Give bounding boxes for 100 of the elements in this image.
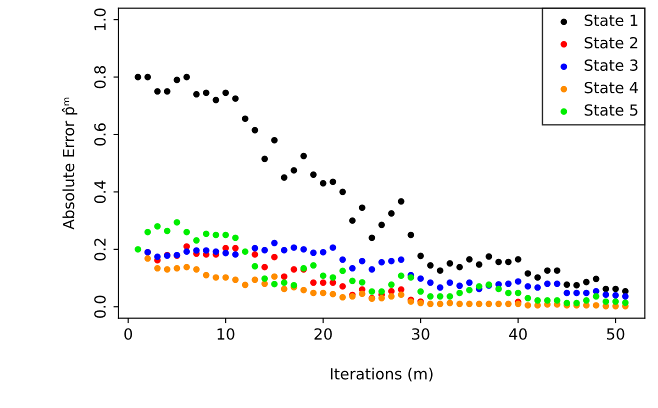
point — [300, 246, 307, 253]
point — [202, 247, 210, 254]
point — [476, 283, 482, 290]
point — [554, 267, 560, 274]
point — [339, 256, 346, 263]
point — [320, 279, 326, 286]
point — [622, 299, 629, 306]
point — [378, 288, 385, 295]
y-tick-label: 0.6 — [94, 123, 106, 146]
point — [486, 300, 492, 308]
y-tick-label: 0.8 — [94, 66, 106, 88]
point — [368, 234, 376, 242]
point — [271, 280, 278, 288]
point — [261, 156, 268, 162]
point — [271, 254, 278, 260]
y-axis-title: Absolute Error p̂ᵐ — [62, 98, 78, 230]
point — [456, 264, 463, 270]
point — [378, 294, 385, 302]
point — [144, 74, 151, 80]
point — [252, 251, 258, 258]
point — [505, 290, 512, 296]
point — [495, 286, 502, 292]
point — [212, 96, 220, 104]
point — [514, 290, 522, 296]
point — [339, 294, 346, 301]
point — [202, 230, 210, 238]
point — [544, 267, 551, 274]
point — [495, 300, 502, 308]
point — [193, 266, 200, 273]
point — [466, 256, 473, 263]
point — [534, 284, 541, 291]
point — [154, 254, 161, 260]
point — [280, 273, 288, 280]
point — [612, 292, 619, 299]
point — [573, 300, 580, 306]
point — [154, 88, 161, 95]
point — [134, 246, 142, 253]
point — [252, 263, 258, 270]
point — [534, 274, 541, 281]
point — [388, 210, 395, 217]
point — [436, 293, 444, 300]
point — [310, 279, 317, 286]
point — [202, 90, 210, 96]
point — [398, 256, 404, 263]
x-tick-label: 10 — [218, 328, 234, 340]
point — [310, 262, 317, 269]
point — [612, 286, 619, 292]
point — [174, 219, 180, 226]
x-tick-label: 40 — [509, 328, 527, 340]
point — [446, 260, 454, 267]
point — [583, 290, 590, 296]
y-tick-label: 0.2 — [94, 238, 106, 260]
point — [339, 283, 346, 290]
point — [252, 276, 258, 284]
point — [212, 274, 220, 281]
x-tick-label: 50 — [607, 328, 624, 340]
point — [144, 228, 151, 236]
point — [222, 274, 229, 281]
point — [514, 278, 522, 285]
point — [290, 244, 298, 251]
point — [398, 291, 404, 298]
point — [368, 266, 376, 273]
point — [446, 293, 454, 300]
point — [330, 290, 336, 298]
x-axis-title: Iterations (m) — [330, 368, 433, 382]
point — [174, 265, 180, 272]
y-tick-label: 0.4 — [94, 180, 106, 204]
point — [349, 278, 356, 284]
point — [583, 297, 590, 304]
point — [183, 74, 190, 80]
point — [193, 237, 200, 244]
point — [564, 300, 570, 306]
point — [446, 300, 454, 306]
point — [164, 266, 170, 273]
y-tick-label: 0.0 — [94, 296, 106, 318]
point — [378, 258, 385, 266]
point — [408, 232, 414, 238]
point — [436, 300, 444, 308]
point — [349, 217, 356, 224]
point — [427, 262, 434, 269]
point — [466, 286, 473, 294]
point — [436, 284, 444, 291]
point — [534, 297, 541, 304]
point — [505, 280, 512, 288]
point — [290, 266, 298, 273]
point — [280, 174, 288, 181]
point — [544, 280, 551, 288]
point — [183, 248, 190, 255]
point — [339, 268, 346, 274]
point — [193, 91, 200, 98]
point — [427, 300, 434, 308]
point — [602, 291, 610, 298]
point — [417, 288, 424, 295]
point — [583, 278, 590, 286]
point — [446, 279, 454, 286]
point — [436, 267, 444, 274]
point — [378, 222, 385, 228]
point — [466, 279, 473, 286]
point — [252, 244, 258, 252]
point — [554, 297, 560, 304]
